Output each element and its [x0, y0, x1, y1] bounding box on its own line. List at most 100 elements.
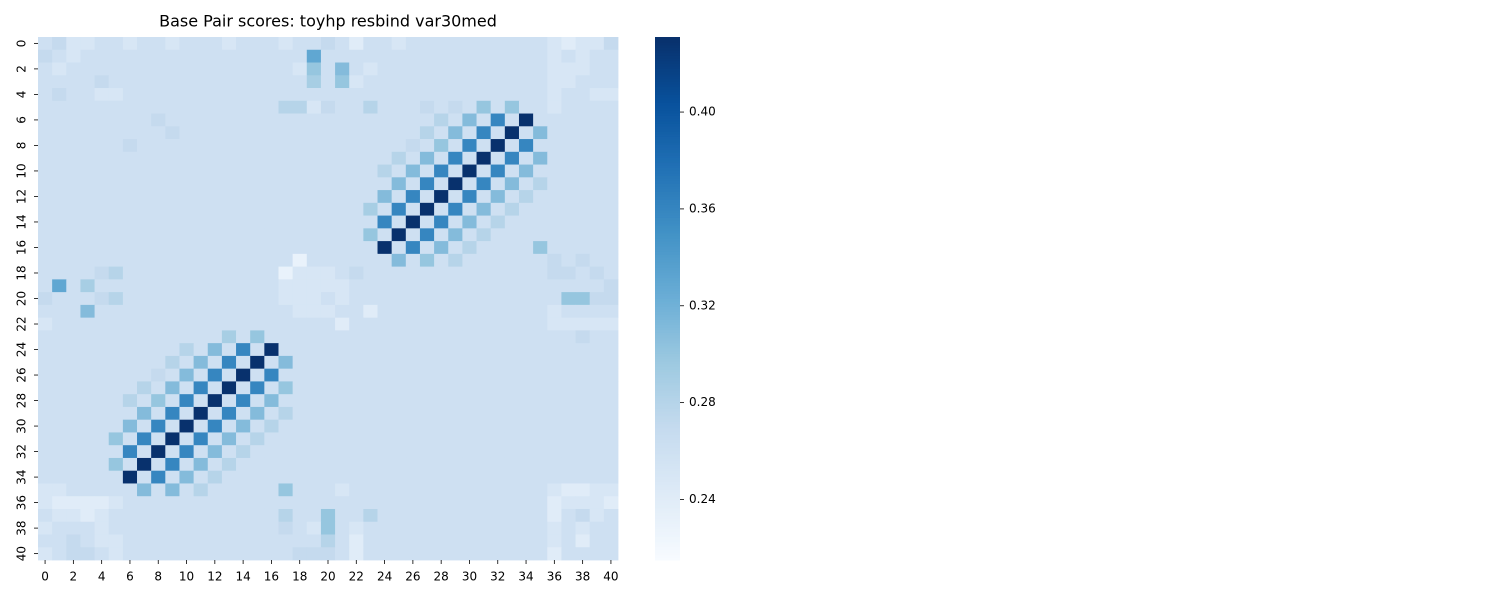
- heatmap-cell: [377, 100, 393, 114]
- colorbar-step: [655, 319, 680, 323]
- x-tick-label: 38: [575, 570, 590, 584]
- colorbar-step: [655, 434, 680, 438]
- heatmap-cell: [264, 151, 279, 165]
- heatmap-cell: [419, 266, 435, 280]
- heatmap-cell: [66, 202, 81, 216]
- colorbar-step: [655, 342, 680, 347]
- heatmap-cell: [320, 304, 336, 319]
- heatmap-cell: [278, 343, 294, 357]
- heatmap-cell: [221, 88, 237, 102]
- heatmap-cell: [306, 368, 322, 382]
- heatmap-cell: [335, 164, 350, 178]
- heatmap-cell: [151, 368, 166, 382]
- heatmap-cell: [320, 355, 336, 370]
- heatmap-cell: [391, 521, 407, 535]
- heatmap-cell: [405, 547, 421, 561]
- heatmap-cell: [179, 292, 195, 306]
- heatmap-cell: [419, 126, 435, 140]
- heatmap-cell: [221, 445, 237, 459]
- heatmap-cell: [193, 419, 209, 433]
- heatmap-cell: [151, 253, 166, 268]
- heatmap-cell: [221, 355, 237, 370]
- colorbar-step: [655, 120, 680, 124]
- heatmap-cell: [179, 317, 195, 331]
- heatmap-cell: [221, 508, 237, 523]
- heatmap-cell: [250, 470, 265, 484]
- heatmap-cell: [490, 508, 506, 523]
- heatmap-cell: [603, 457, 619, 472]
- heatmap-cell: [490, 419, 506, 433]
- heatmap-cell: [207, 521, 223, 535]
- heatmap-cell: [561, 445, 576, 459]
- heatmap-cell: [349, 202, 364, 216]
- heatmap-cell: [278, 49, 294, 63]
- heatmap-cell: [122, 88, 138, 102]
- heatmap-cell: [207, 457, 223, 472]
- heatmap-cell: [575, 343, 591, 357]
- heatmap-cell: [405, 406, 421, 421]
- heatmap-cell: [419, 215, 435, 229]
- heatmap-cell: [575, 419, 591, 433]
- heatmap-cell: [80, 343, 95, 357]
- heatmap-cell: [264, 496, 279, 510]
- heatmap-cell: [94, 457, 110, 472]
- heatmap-cell: [292, 279, 308, 293]
- heatmap-cell: [448, 483, 463, 497]
- heatmap-cell: [504, 483, 520, 497]
- heatmap-cell: [52, 457, 67, 472]
- heatmap-cell: [80, 88, 95, 102]
- heatmap-cell: [207, 49, 223, 63]
- heatmap-cell: [490, 534, 506, 548]
- heatmap-cell: [52, 37, 67, 51]
- heatmap-cell: [335, 253, 350, 268]
- y-tick-label: 38: [15, 520, 29, 535]
- colorbar-step: [655, 256, 680, 260]
- heatmap-cell: [533, 343, 548, 357]
- heatmap-cell: [165, 419, 180, 433]
- heatmap-cell: [462, 215, 477, 229]
- heatmap-cell: [533, 317, 548, 331]
- heatmap-cell: [419, 304, 435, 319]
- heatmap-cell: [335, 368, 350, 382]
- heatmap-cell: [349, 279, 364, 293]
- heatmap-cell: [38, 381, 53, 395]
- heatmap-cell: [391, 343, 407, 357]
- heatmap-cell: [66, 266, 81, 280]
- heatmap-cell: [377, 547, 393, 561]
- heatmap-cell: [306, 445, 322, 459]
- heatmap-cell: [603, 394, 619, 408]
- heatmap-cell: [518, 432, 534, 446]
- heatmap-cell: [561, 126, 576, 140]
- heatmap-cell: [236, 355, 251, 370]
- heatmap-cell: [250, 304, 265, 319]
- heatmap-cell: [207, 100, 223, 114]
- heatmap-cell: [38, 368, 53, 382]
- heatmap-cell: [377, 317, 393, 331]
- heatmap-cell: [561, 470, 576, 484]
- heatmap-cell: [405, 266, 421, 280]
- heatmap-cell: [462, 406, 477, 421]
- heatmap-cell: [462, 62, 477, 76]
- heatmap-cell: [236, 394, 251, 408]
- heatmap-cell: [278, 126, 294, 140]
- heatmap-cell: [207, 126, 223, 140]
- colorbar-step: [655, 384, 680, 388]
- heatmap-cell: [94, 228, 110, 242]
- colorbar-step: [655, 322, 680, 326]
- heatmap-cell: [165, 215, 180, 229]
- heatmap-cell: [306, 496, 322, 510]
- heatmap-cell: [278, 253, 294, 268]
- heatmap-cell: [462, 164, 477, 178]
- heatmap-cell: [434, 368, 449, 382]
- heatmap-cell: [419, 164, 435, 178]
- heatmap-cell: [547, 292, 562, 306]
- heatmap-cell: [108, 241, 124, 255]
- heatmap-cell: [165, 406, 180, 421]
- heatmap-cell: [476, 381, 492, 395]
- heatmap-cell: [108, 62, 124, 76]
- colorbar-step: [655, 288, 680, 292]
- heatmap-cell: [292, 266, 308, 280]
- heatmap-cell: [547, 126, 562, 140]
- heatmap-cell: [306, 266, 322, 280]
- heatmap-cell: [462, 381, 477, 395]
